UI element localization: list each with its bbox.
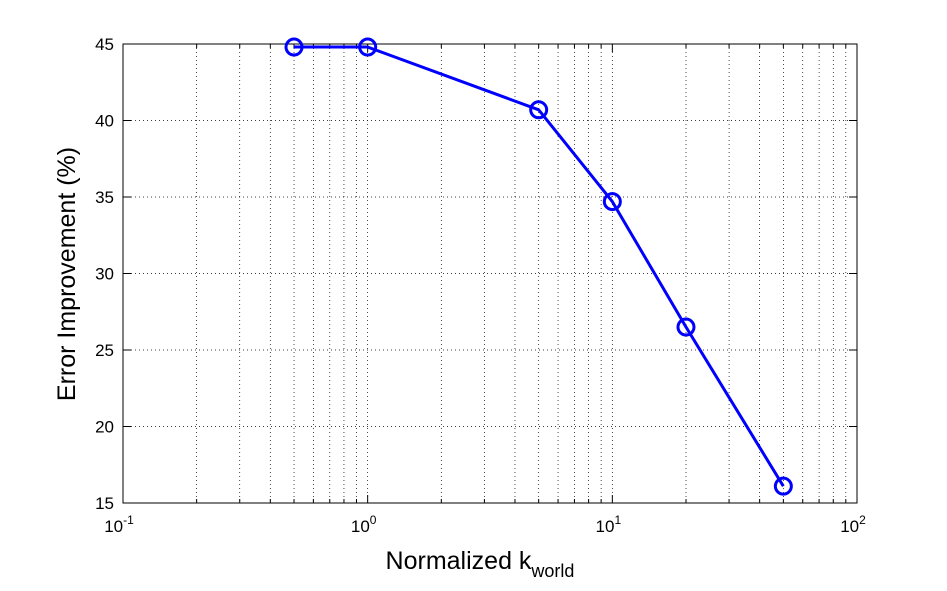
data-point-marker [676, 317, 696, 337]
y-tick-label: 35 [95, 188, 114, 207]
x-tick-label: 100 [351, 513, 377, 536]
data-point-marker [602, 192, 622, 212]
x-tick-label: 10-1 [104, 513, 134, 536]
grid [123, 44, 857, 503]
x-tick-label: 101 [596, 513, 622, 536]
data-point-marker [284, 37, 304, 57]
y-tick-label: 15 [95, 494, 114, 513]
series-line [294, 45, 785, 487]
x-axis-title-subscript: world [530, 561, 574, 581]
y-tick-label: 25 [95, 341, 114, 360]
x-tick-label: 102 [840, 513, 866, 536]
data-point-marker [529, 100, 549, 120]
data-point-marker [358, 37, 378, 57]
x-axis-title-main: Normalized k [386, 547, 532, 575]
data-series [284, 37, 793, 496]
y-tick-label: 40 [95, 112, 114, 131]
y-tick-label: 30 [95, 265, 114, 284]
tick-labels: 10-1 100 101 102 15 20 25 30 35 40 45 [95, 35, 866, 536]
y-tick-label: 20 [95, 418, 114, 437]
y-axis-title: Error Improvement (%) [53, 147, 81, 401]
data-point-marker [773, 476, 793, 496]
y-tick-label: 45 [95, 35, 114, 54]
axes [122, 43, 858, 504]
x-axis-title: Normalized kworld [386, 547, 575, 581]
